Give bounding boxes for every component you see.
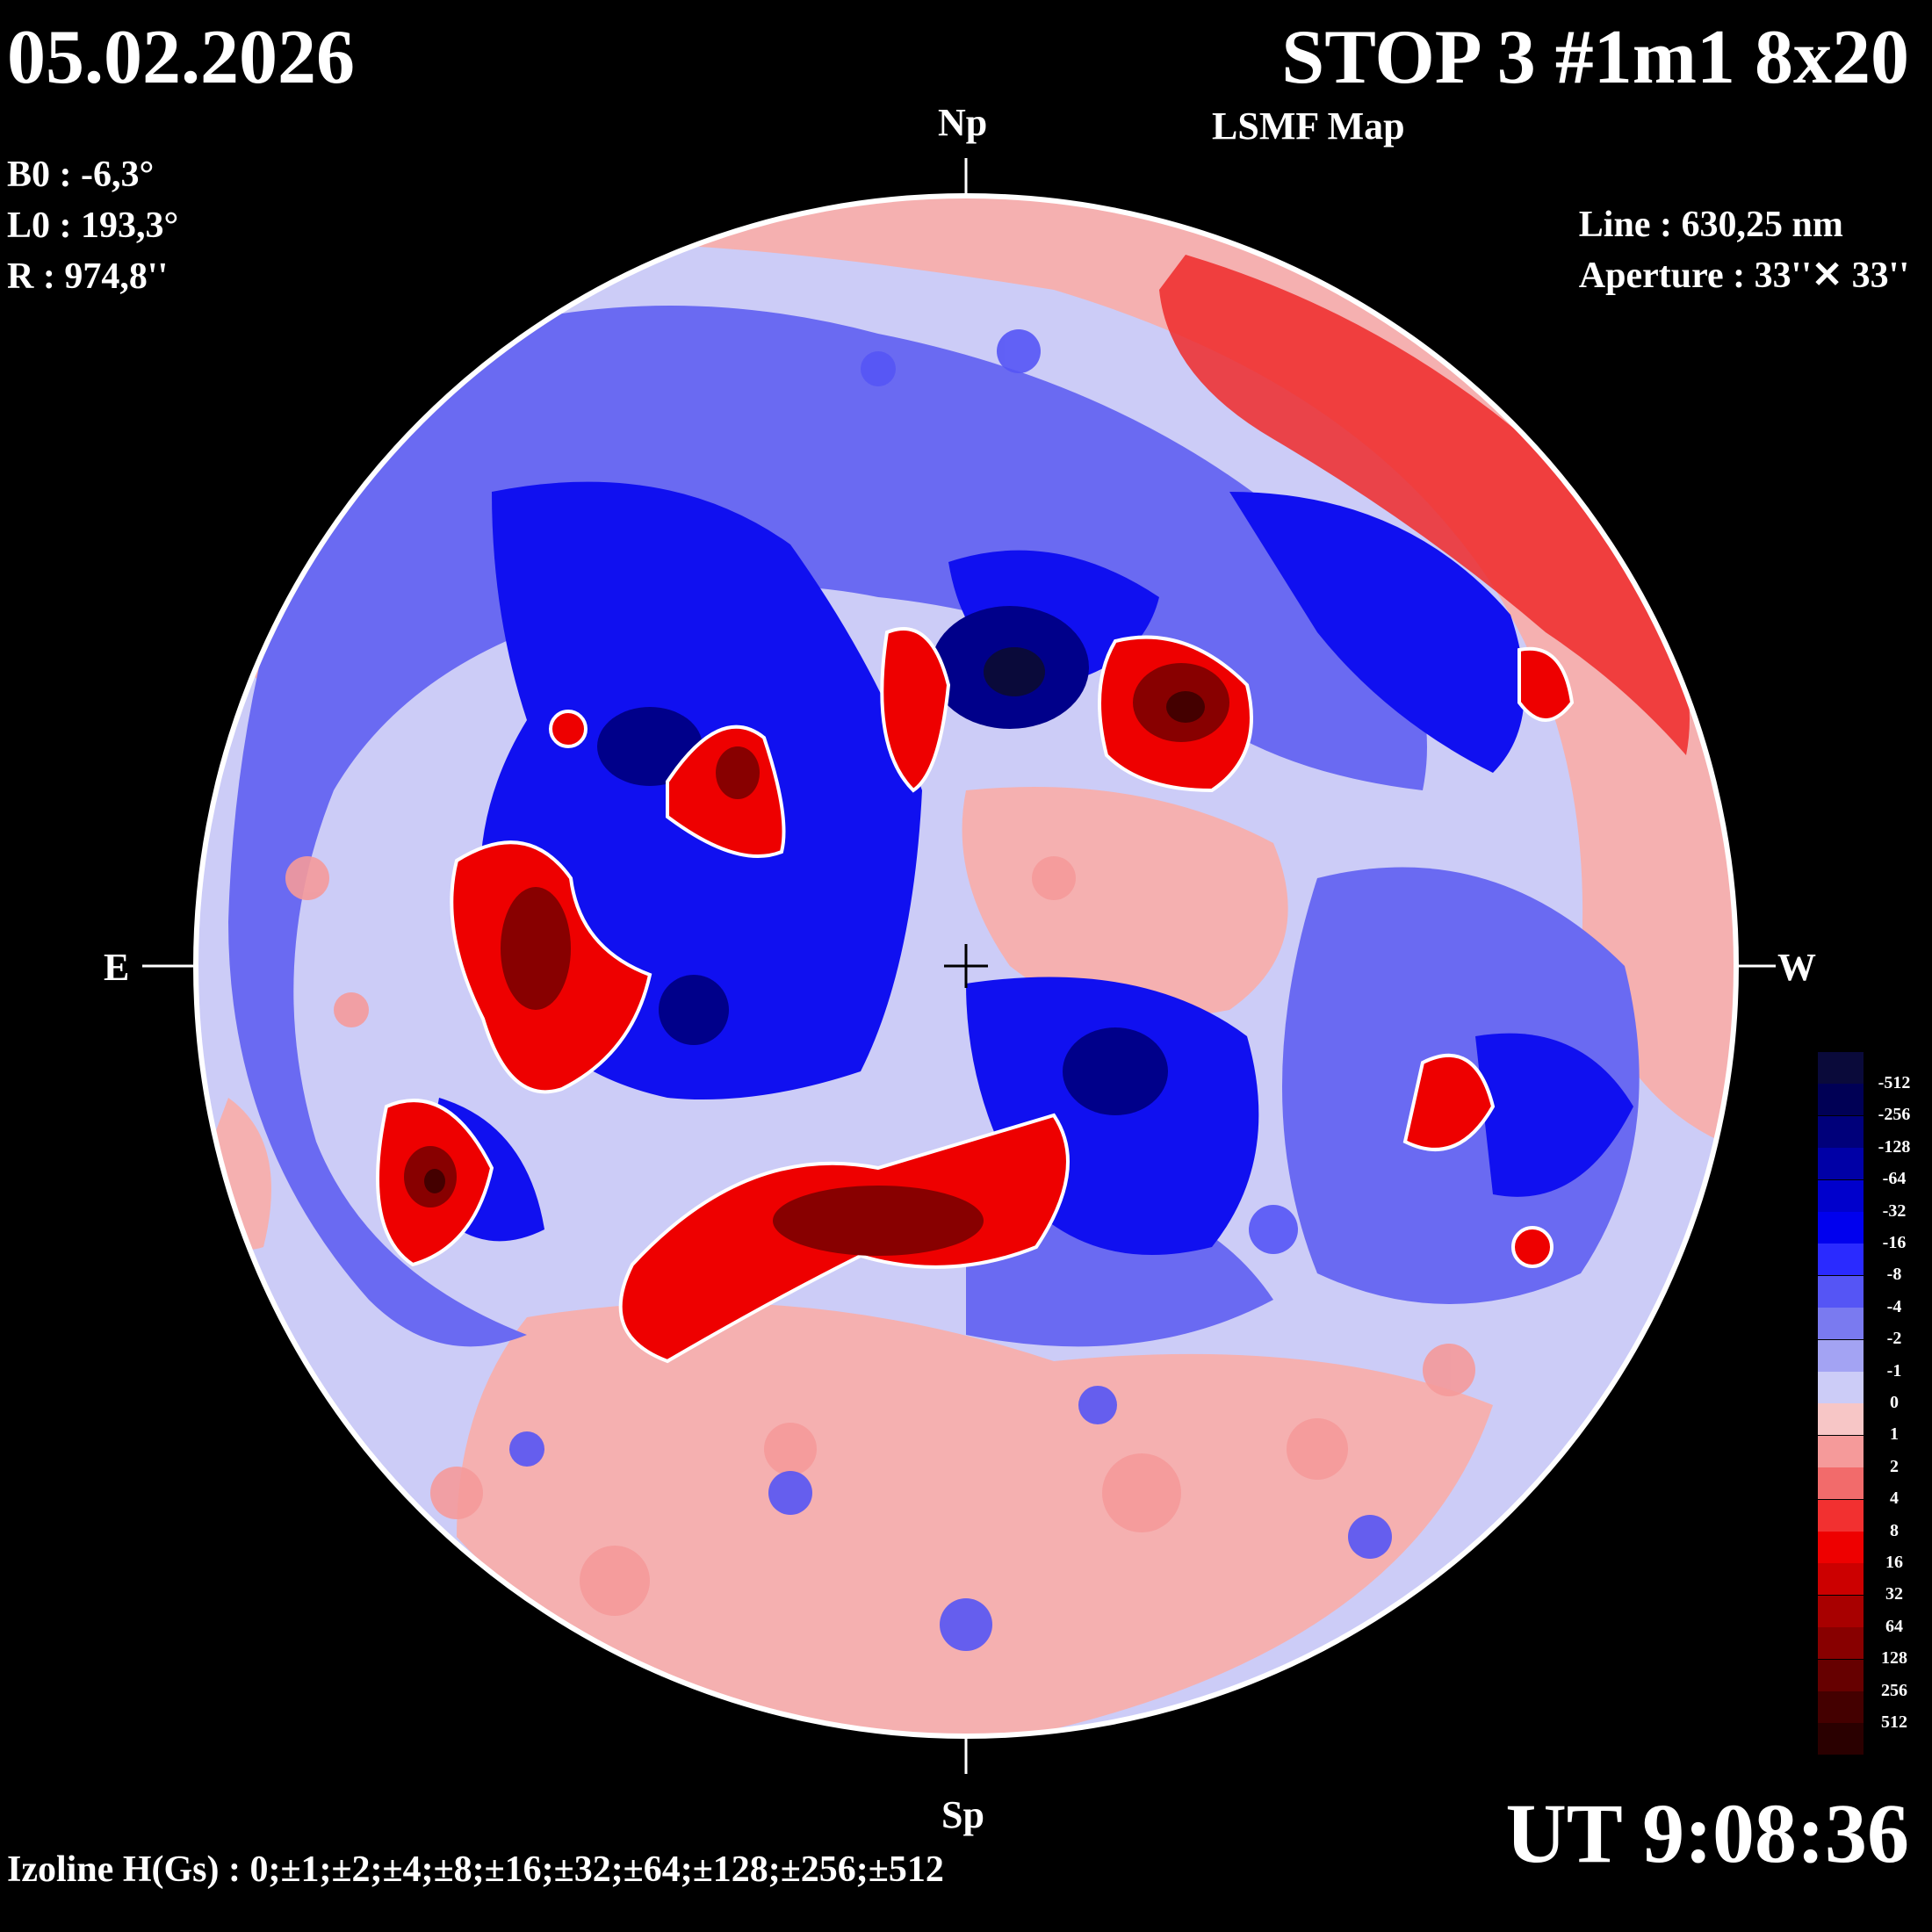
- legend-swatch: [1818, 1244, 1864, 1276]
- legend-swatch: [1818, 1435, 1864, 1467]
- legend-label: 64: [1885, 1616, 1903, 1636]
- map-subtitle: LSMF Map: [1212, 105, 1405, 148]
- legend-label: -16: [1882, 1233, 1907, 1252]
- legend-label: 1: [1890, 1424, 1899, 1445]
- legend-label: 512: [1881, 1712, 1907, 1732]
- disk-limb: [193, 193, 1739, 1739]
- legend-label: -32: [1882, 1200, 1907, 1221]
- legend-swatch: [1818, 1627, 1864, 1660]
- legend-label: -256: [1878, 1105, 1911, 1125]
- legend-label: 128: [1881, 1648, 1907, 1669]
- ut-time: UT 9:08:36: [1505, 1786, 1909, 1880]
- colorbar-legend: -512 -256 -128 -64 -32 -16 -8 -4 -2 -1 0 1 2 4 8 16 32 64…: [1818, 1052, 1914, 1756]
- legend-label: 4: [1890, 1489, 1899, 1509]
- legend-swatch: [1818, 1723, 1864, 1755]
- legend-label: 16: [1885, 1553, 1903, 1572]
- west-label: W: [1777, 946, 1816, 989]
- legend-label: -512: [1878, 1073, 1911, 1092]
- line-value: Line : 630,25 nm: [1578, 205, 1843, 245]
- legend-label: -1: [1886, 1360, 1902, 1381]
- legend-swatch: [1818, 1563, 1864, 1596]
- legend-label: 0: [1890, 1393, 1899, 1412]
- legend-swatch: [1818, 1275, 1864, 1308]
- north-label: Np: [938, 101, 988, 144]
- ephemeris-params: B0 : -6,3° L0 : 193,3° R : 974,8'': [7, 156, 178, 309]
- aperture-value: Aperture : 33''✕ 33'': [1578, 256, 1909, 296]
- legend-swatch: [1818, 1659, 1864, 1691]
- legend-label: 2: [1890, 1456, 1899, 1476]
- date-label: 05.02.2026: [7, 15, 355, 100]
- legend-label: -8: [1886, 1265, 1902, 1285]
- izoline-levels: Izoline H(Gs) : 0;±1;±2;±4;±8;±16;±32;±6…: [7, 1849, 944, 1890]
- b0-value: B0 : -6,3°: [7, 155, 155, 195]
- legend-label: -2: [1886, 1329, 1902, 1349]
- legend-swatch: [1818, 1179, 1864, 1212]
- instrument-params: Line : 630,25 nm Aperture : 33''✕ 33'': [1579, 206, 1909, 308]
- map-title: STOP 3 #1m1 8x20: [1281, 15, 1909, 100]
- legend-swatch: [1818, 1308, 1864, 1340]
- legend-swatch: [1818, 1499, 1864, 1532]
- legend-swatch: [1818, 1403, 1864, 1436]
- legend-swatch: [1818, 1052, 1864, 1084]
- legend-label: -64: [1882, 1169, 1907, 1189]
- legend-label: 32: [1885, 1584, 1903, 1604]
- legend-swatch: [1818, 1115, 1864, 1148]
- legend-swatch: [1818, 1339, 1864, 1372]
- legend-label: 8: [1890, 1520, 1899, 1540]
- east-label: E: [104, 946, 130, 989]
- l0-value: L0 : 193,3°: [7, 205, 179, 246]
- magnetogram-field: [196, 196, 1736, 1736]
- legend-label: -128: [1878, 1136, 1911, 1157]
- radius-value: R : 974,8'': [7, 256, 169, 297]
- legend-label: 256: [1881, 1680, 1907, 1700]
- legend-swatch: [1818, 1212, 1864, 1244]
- legend-swatch: [1818, 1372, 1864, 1403]
- legend-swatch: [1818, 1595, 1864, 1627]
- legend-swatch: [1818, 1532, 1864, 1563]
- south-label: Sp: [941, 1793, 984, 1836]
- legend-swatch: [1818, 1084, 1864, 1116]
- legend-label: -4: [1886, 1296, 1902, 1316]
- legend-swatch: [1818, 1148, 1864, 1180]
- legend-swatch: [1818, 1691, 1864, 1723]
- legend-swatch: [1818, 1467, 1864, 1500]
